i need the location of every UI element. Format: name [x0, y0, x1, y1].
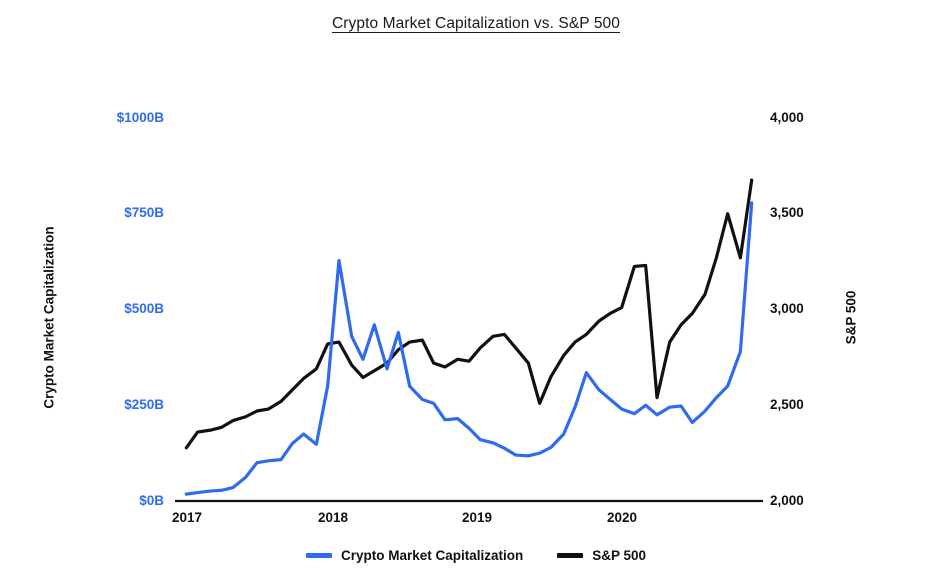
series-line-crypto [184, 201, 754, 496]
right-axis-tick-3500: 3,500 [770, 205, 804, 220]
legend-label-sp500: S&P 500 [592, 548, 647, 563]
legend-swatch-crypto-icon [305, 553, 332, 558]
chart-legend: Crypto Market Capitalization S&P 500 [0, 548, 952, 563]
legend-swatch-sp500-icon [557, 553, 584, 558]
left-axis-tick-0: $0B [139, 493, 164, 508]
left-axis-tick-1000: $1000B [116, 110, 164, 125]
left-axis-tick-500: $500B [124, 301, 164, 316]
right-axis-tick-4000: 4,000 [770, 110, 804, 125]
series-line-sp500 [184, 178, 754, 450]
chart-title: Crypto Market Capitalization vs. S&P 500 [331, 15, 620, 32]
x-axis-tick-2018: 2018 [317, 510, 349, 525]
right-axis-tick-3000: 3,000 [770, 301, 804, 316]
legend-item-sp500[interactable]: S&P 500 [557, 548, 646, 563]
x-axis-tick-2017: 2017 [171, 510, 203, 525]
legend-label-crypto: Crypto Market Capitalization [340, 548, 524, 563]
legend-item-crypto[interactable]: Crypto Market Capitalization [305, 548, 524, 563]
x-axis-tick-2020: 2020 [606, 510, 638, 525]
left-axis-tick-750: $750B [124, 205, 164, 220]
x-axis-tick-2019: 2019 [461, 510, 493, 525]
right-axis-tick-2500: 2,500 [770, 397, 804, 412]
left-axis-tick-250: $250B [124, 397, 164, 412]
right-axis-tick-2000: 2,000 [770, 493, 804, 508]
